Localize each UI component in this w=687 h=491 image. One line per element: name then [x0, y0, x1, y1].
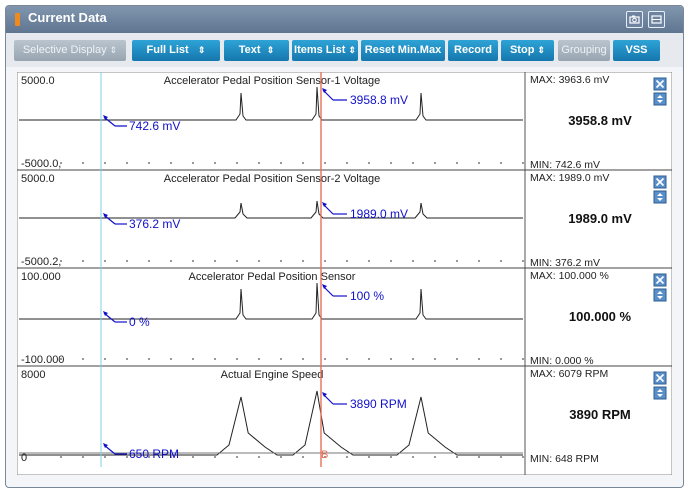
axis-max-label: 5000.0: [21, 75, 55, 87]
selective-display-dropdown[interactable]: Selective Display ⇕: [14, 40, 126, 61]
close-x-icon[interactable]: [653, 77, 667, 91]
close-x-icon[interactable]: [653, 273, 667, 287]
grouping-button[interactable]: Grouping: [558, 40, 610, 61]
max-value: MAX: 1989.0 mV: [530, 172, 609, 184]
axis-max-label: 5000.0: [21, 173, 55, 185]
signal-name: Accelerator Pedal Position Sensor: [189, 271, 356, 283]
axis-min-label: -5000.0,: [21, 158, 61, 170]
current-value: 1989.0 mV: [568, 211, 632, 226]
items-list-dropdown[interactable]: Items List ⇕: [292, 40, 358, 61]
max-value: MAX: 100.000 %: [530, 270, 609, 282]
current-value: 3890 RPM: [569, 407, 630, 422]
full-list-dropdown[interactable]: Full List ⇕: [132, 40, 220, 61]
vss-button[interactable]: VSS: [613, 40, 660, 61]
current-data-window: Current Data Selective Display ⇕ Full Li…: [5, 5, 684, 488]
peak-annotation-label: 3890 RPM: [350, 397, 407, 411]
current-value: 100.000 %: [569, 309, 632, 324]
panel-1: 5000.0 -5000.0, Accelerator Pedal Position…: [19, 74, 667, 171]
base-annotation-label: 650 RPM: [129, 447, 179, 461]
expand-updown-icon[interactable]: [653, 190, 667, 204]
signal-trace: [19, 200, 523, 219]
text-dropdown[interactable]: Text ⇕: [224, 40, 289, 61]
panel-4: 8000 0 Actual Engine Speed MAX: 6079 RPM MIN…: [17, 365, 672, 465]
axis-max-label: 100.000: [21, 271, 61, 283]
signal-trace: [19, 282, 523, 320]
cursor-b-label: B: [321, 449, 328, 461]
data-graph-area: 5000.0 -5000.0, Accelerator Pedal Position…: [17, 72, 672, 475]
expand-updown-icon[interactable]: [653, 288, 667, 302]
camera-icon[interactable]: [626, 11, 643, 28]
signal-name: Actual Engine Speed: [221, 369, 324, 381]
base-annotation-label: 376.2 mV: [129, 217, 180, 231]
panel-3: 100.000 -100.000 Accelerator Pedal Positio…: [17, 267, 672, 367]
current-value: 3958.8 mV: [568, 113, 632, 128]
peak-annotation-label: 1989.0 mV: [350, 207, 408, 221]
axis-min-label: 0: [21, 452, 27, 464]
orange-grip-icon: [15, 13, 20, 26]
expand-updown-icon[interactable]: [653, 92, 667, 106]
record-button[interactable]: Record: [448, 40, 498, 61]
close-x-icon[interactable]: [653, 371, 667, 385]
title-bar: Current Data: [6, 6, 683, 33]
max-value: MAX: 6079 RPM: [530, 368, 608, 380]
close-x-icon[interactable]: [653, 175, 667, 189]
peak-annotation-label: 3958.8 mV: [350, 93, 408, 107]
signal-name: Accelerator Pedal Position Sensor-1 Volt…: [164, 75, 380, 87]
max-value: MAX: 3963.6 mV: [530, 74, 609, 86]
min-value: MIN: 0.000 %: [530, 355, 594, 367]
base-annotation-label: 0 %: [129, 315, 150, 329]
min-value: MIN: 742.6 mV: [530, 159, 600, 171]
expand-updown-icon[interactable]: [653, 386, 667, 400]
min-value: MIN: 648 RPM: [530, 453, 599, 465]
axis-max-label: 8000: [21, 369, 45, 381]
panel-2: 5000.0 -5000.2, Accelerator Pedal Position…: [17, 169, 672, 269]
signal-trace: [19, 86, 523, 121]
stop-dropdown[interactable]: Stop ⇕: [501, 40, 554, 61]
minimize-icon[interactable]: [648, 11, 665, 28]
base-annotation-label: 742.6 mV: [129, 119, 180, 133]
axis-min-label: -5000.2,: [21, 256, 61, 268]
peak-annotation-label: 100 %: [350, 289, 384, 303]
toolbar: Selective Display ⇕ Full List ⇕ Text ⇕ I…: [6, 33, 683, 67]
min-value: MIN: 376.2 mV: [530, 257, 600, 269]
axis-min-label: -100.000: [21, 354, 64, 366]
window-title: Current Data: [28, 10, 107, 25]
reset-min-max-button[interactable]: Reset Min.Max: [361, 40, 445, 61]
signal-name: Accelerator Pedal Position Sensor-2 Volt…: [164, 173, 380, 185]
